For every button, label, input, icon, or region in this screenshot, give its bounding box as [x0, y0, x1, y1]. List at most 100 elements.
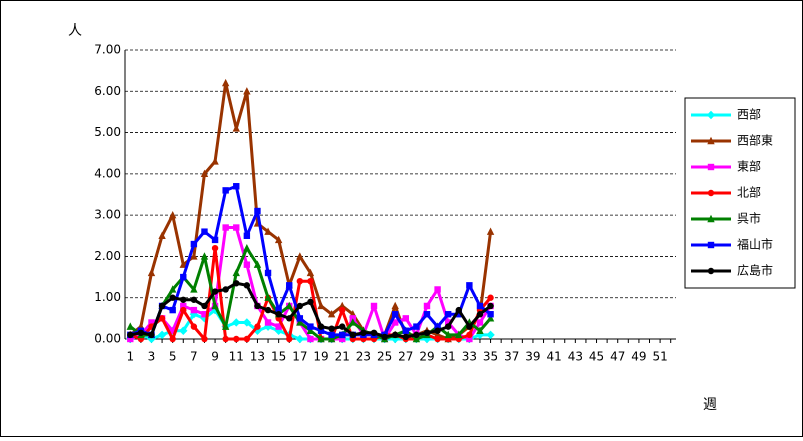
point — [412, 334, 421, 343]
point — [275, 323, 282, 330]
legend-label: 広島市 — [737, 263, 773, 278]
point — [222, 187, 229, 194]
point — [307, 323, 314, 330]
x-tick-label: 49 — [631, 350, 646, 364]
point — [180, 273, 187, 281]
point — [295, 334, 305, 344]
point — [233, 224, 240, 231]
point — [264, 227, 272, 235]
x-tick-label: 45 — [589, 350, 604, 364]
point — [433, 330, 442, 339]
legend-label: 北部 — [737, 185, 761, 200]
point — [444, 319, 452, 326]
point — [402, 315, 409, 322]
point — [168, 285, 177, 293]
point — [190, 306, 198, 314]
point — [434, 286, 441, 293]
point — [306, 268, 315, 277]
point — [254, 207, 261, 215]
plot-area — [125, 50, 676, 339]
x-tick-label: 1 — [126, 350, 134, 364]
point — [189, 310, 199, 319]
point — [169, 335, 176, 343]
point — [180, 302, 187, 310]
point — [126, 322, 134, 330]
point — [296, 278, 304, 285]
legend-marker — [707, 214, 715, 223]
point — [392, 331, 399, 339]
point — [180, 296, 187, 303]
x-tick-label: 13 — [250, 350, 265, 364]
point — [391, 301, 399, 310]
point — [413, 323, 420, 330]
x-tick-label: 33 — [462, 350, 477, 364]
point — [327, 310, 336, 318]
point — [222, 335, 229, 343]
x-tick-label: 5 — [169, 350, 177, 364]
point — [148, 331, 155, 339]
point — [211, 288, 219, 295]
point — [466, 335, 473, 343]
point — [317, 327, 325, 334]
point — [338, 301, 346, 310]
point — [370, 302, 378, 310]
x-tick-label: 7 — [190, 350, 198, 364]
x-tick-label: 29 — [419, 350, 434, 364]
point — [392, 311, 399, 318]
point — [339, 323, 346, 330]
legend-marker — [707, 241, 715, 249]
point — [486, 314, 495, 322]
point — [486, 227, 495, 235]
x-tick-label: 17 — [292, 350, 307, 364]
point — [233, 183, 240, 190]
x-tick-label: 41 — [547, 350, 562, 364]
point — [157, 330, 167, 340]
point — [221, 78, 230, 87]
point — [201, 302, 208, 310]
point — [339, 331, 346, 339]
point — [201, 335, 208, 343]
point — [200, 252, 209, 260]
point — [476, 326, 484, 334]
point — [190, 296, 198, 303]
point — [317, 323, 325, 330]
point — [328, 325, 335, 332]
point — [296, 252, 304, 260]
point — [455, 311, 462, 318]
point — [168, 210, 177, 219]
point — [307, 278, 314, 285]
y-axis-label: 人 — [68, 23, 82, 39]
legend-label: 西部 — [737, 107, 761, 122]
x-tick-label: 43 — [568, 350, 583, 364]
point — [232, 124, 240, 132]
point — [190, 240, 198, 248]
point — [370, 329, 378, 337]
point — [201, 311, 208, 318]
point — [286, 335, 293, 343]
x-tick-label: 27 — [398, 350, 413, 364]
point — [243, 261, 251, 268]
point — [487, 302, 494, 310]
point — [317, 301, 325, 310]
x-tick-label: 47 — [610, 350, 625, 364]
point — [476, 311, 484, 318]
point — [285, 301, 293, 310]
point — [190, 323, 198, 330]
y-tick-label: 6.00 — [94, 84, 121, 98]
point — [339, 335, 346, 343]
point — [232, 318, 241, 327]
legend-label: 呉市 — [737, 211, 761, 226]
legend-label: 東部 — [737, 159, 761, 174]
point — [444, 330, 452, 339]
x-tick-label: 25 — [377, 350, 392, 364]
point — [286, 282, 293, 289]
x-tick-label: 19 — [313, 350, 328, 364]
point — [127, 335, 134, 343]
point — [402, 327, 409, 334]
x-tick-label: 31 — [441, 350, 456, 364]
point — [169, 294, 176, 301]
legend-marker — [707, 136, 715, 145]
point — [296, 318, 304, 326]
point — [392, 319, 399, 326]
